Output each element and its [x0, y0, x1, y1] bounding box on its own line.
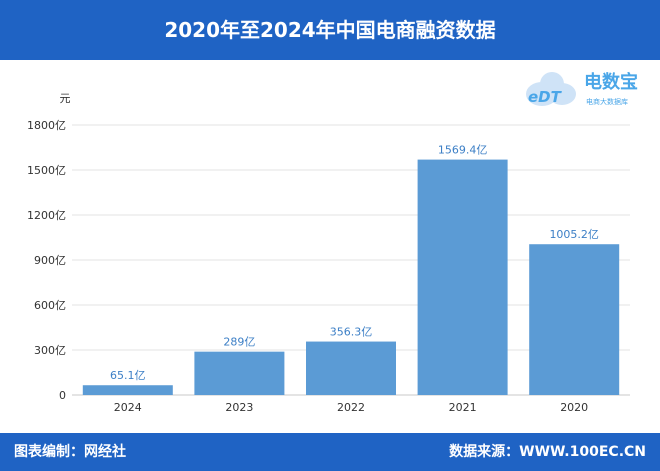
y-axis-unit: 元 [60, 92, 71, 105]
x-tick-label: 2023 [225, 401, 253, 414]
bar-2022 [306, 341, 396, 395]
x-tick-label: 2024 [114, 401, 142, 414]
y-tick-label: 1800亿 [27, 119, 66, 132]
x-tick-label: 2021 [449, 401, 477, 414]
footer-bar: 图表编制：网经社 数据来源：WWW.100EC.CN [0, 433, 660, 471]
y-tick-label: 900亿 [34, 254, 66, 267]
data-label: 1005.2亿 [549, 228, 599, 241]
footer-source: 数据来源：WWW.100EC.CN [449, 444, 646, 460]
y-tick-label: 1500亿 [27, 164, 66, 177]
logo-subtitle: 电商大数据库 [586, 97, 628, 106]
data-label: 356.3亿 [330, 326, 373, 339]
bar-2020 [529, 244, 620, 395]
y-tick-label: 600亿 [34, 299, 66, 312]
page-title: 2020年至2024年中国电商融资数据 [0, 0, 660, 60]
bar-2021 [417, 159, 508, 395]
x-tick-label: 2020 [560, 401, 588, 414]
logo-badge: eDT [528, 88, 563, 106]
data-label: 1569.4亿 [438, 144, 488, 157]
data-label: 289亿 [223, 336, 255, 349]
bar-2024 [82, 385, 173, 395]
logo-brand: 电数宝 [584, 71, 638, 93]
data-label: 65.1亿 [110, 369, 146, 382]
brand-logo: eDT 电数宝 电商大数据库 [520, 64, 652, 112]
footer-credit: 图表编制：网经社 [14, 444, 126, 460]
y-tick-label: 300亿 [34, 344, 66, 357]
y-tick-label: 0 [59, 389, 66, 402]
bar-chart: 元 0 300亿 600亿 900亿 1200亿 1500亿 1800亿 65.1亿 2024… [27, 92, 630, 414]
x-tick-label: 2022 [337, 401, 365, 414]
y-tick-label: 1200亿 [27, 209, 66, 222]
bar-2023 [194, 351, 285, 395]
cloud-logo-icon: eDT 电数宝 电商大数据库 [526, 71, 638, 106]
